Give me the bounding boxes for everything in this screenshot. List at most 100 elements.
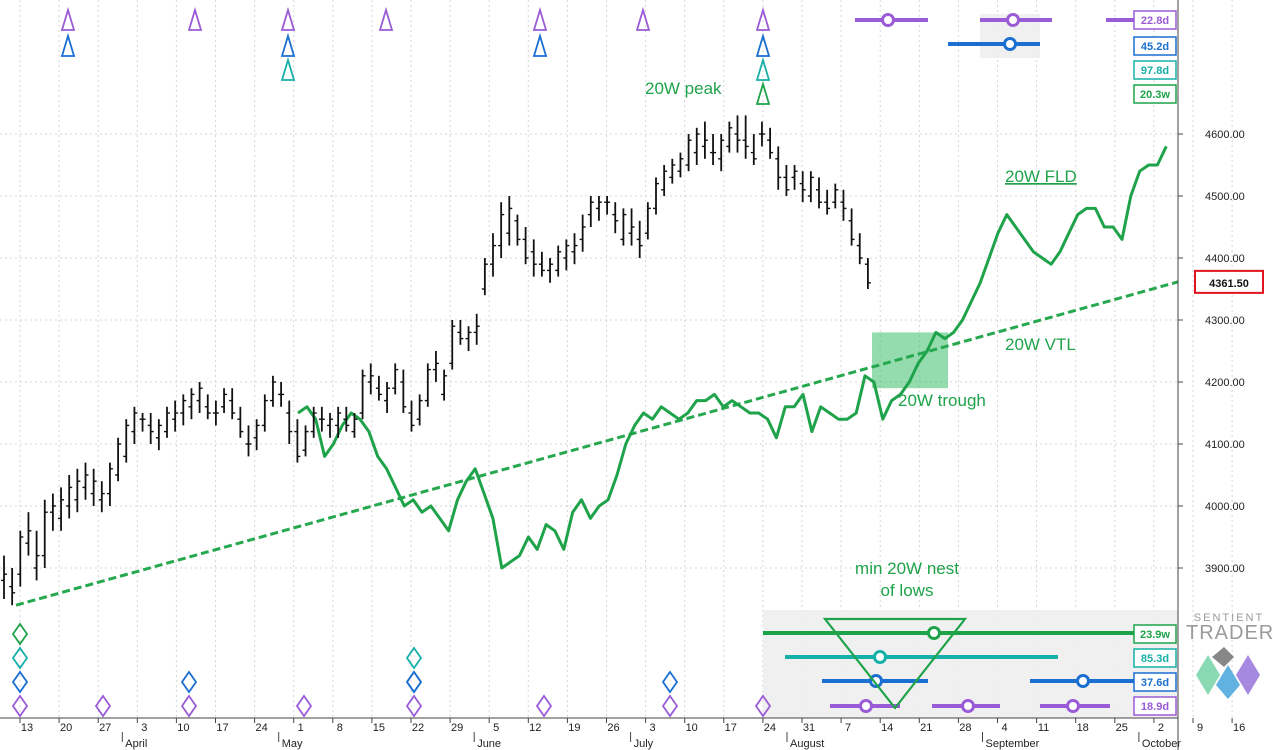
price-bar [864,258,871,289]
price-bar [392,363,399,395]
price-bar [172,400,179,432]
price-bar [547,258,554,283]
price-bar [506,196,513,246]
price-bar [204,394,211,420]
bottom-badge: 37.6d [1133,672,1177,692]
price-bar [310,406,317,438]
svg-text:23.9w: 23.9w [1140,629,1170,641]
price-bar [555,245,562,277]
price-bar [799,171,806,203]
price-bar [123,419,130,463]
annotation-20w-peak: 20W peak [645,79,722,98]
cycle-peak-marker [755,56,771,81]
cycle-peak-marker [60,6,76,31]
cycle-peak-marker [635,6,651,31]
x-tick-label: 3 [650,722,656,734]
top-band-22d [855,13,928,27]
sentient-trader-logo: SENTIENT TRADER [1186,612,1273,706]
price-bar [416,394,423,426]
x-tick-label: 16 [1233,722,1245,734]
price-bar [579,214,586,252]
bottom-band-85d [785,650,1058,664]
price-bar [253,419,260,451]
price-bar [66,475,73,519]
price-bar [343,406,350,432]
x-tick-label: 9 [1197,722,1203,734]
x-tick-label: 20 [60,722,72,734]
grid [0,0,1233,718]
bottom-badge: 18.9d [1133,696,1177,716]
price-bar [155,419,162,451]
price-bar [139,413,146,432]
bottom-band-37d-next [1030,674,1134,688]
month-label: May [282,738,303,750]
price-bar [742,115,749,159]
price-bar [441,369,448,401]
svg-text:22.8d: 22.8d [1141,15,1169,27]
cycle-trough-marker [405,694,423,718]
price-bar [522,227,529,265]
cycle-trough-marker [405,670,423,694]
price-bar [302,425,309,457]
cycle-trough-marker [11,646,29,670]
price-bar [498,202,505,258]
y-tick-label: 4300.00 [1205,315,1245,327]
x-tick-label: 27 [99,722,111,734]
x-tick-label: 22 [412,722,424,734]
cycle-trough-marker [405,646,423,670]
price-bar [98,481,105,513]
price-bar [90,468,97,506]
x-tick-label: 11 [1038,722,1049,734]
price-bar [318,406,325,432]
cycle-markers [11,6,772,718]
price-bar [701,121,708,159]
price-bar [775,146,782,190]
price-bar [636,220,643,258]
top-band-22d-next [980,13,1052,27]
price-bar [758,121,765,147]
price-bar [115,437,122,482]
price-bar [278,382,285,407]
cycle-trough-marker [94,694,112,718]
cycle-peak-marker [755,80,771,105]
price-bar [49,493,56,531]
price-bar [335,406,342,438]
vtl-line [15,280,1178,607]
price-bar [587,196,594,227]
svg-text:85.3d: 85.3d [1141,653,1169,665]
price-bar [180,394,187,426]
month-label: June [477,738,501,750]
x-tick-label: 2 [1158,722,1164,734]
price-bar [33,530,40,581]
price-bar [653,177,659,215]
price-bar [848,208,855,246]
nest-triangle [822,617,968,710]
price-bar [840,189,847,221]
price-bar [530,239,537,277]
price-bar [327,413,333,438]
x-tick-label: 17 [725,722,737,734]
price-bar [538,251,545,277]
top-badge: 22.8d [1133,10,1177,30]
price-bar [261,394,268,432]
x-tick-label: 3 [141,722,147,734]
price-bars [1,115,871,606]
cycle-trough-marker [405,670,423,694]
cycle-peak-marker [187,6,203,31]
price-bar [620,208,627,246]
cycle-trough-marker [535,694,553,718]
price-bar [644,202,651,240]
price-bar [718,134,725,172]
price-bar [212,400,219,426]
cycle-peak-marker [532,32,548,57]
price-bar [563,239,570,271]
price-bar [816,177,822,209]
price-bar [237,406,244,438]
price-bar [824,189,831,215]
top-band-45d [948,37,1040,51]
month-label: September [986,738,1040,750]
price-bar [131,406,138,444]
price-bar [481,258,488,296]
price-bar [750,134,757,165]
